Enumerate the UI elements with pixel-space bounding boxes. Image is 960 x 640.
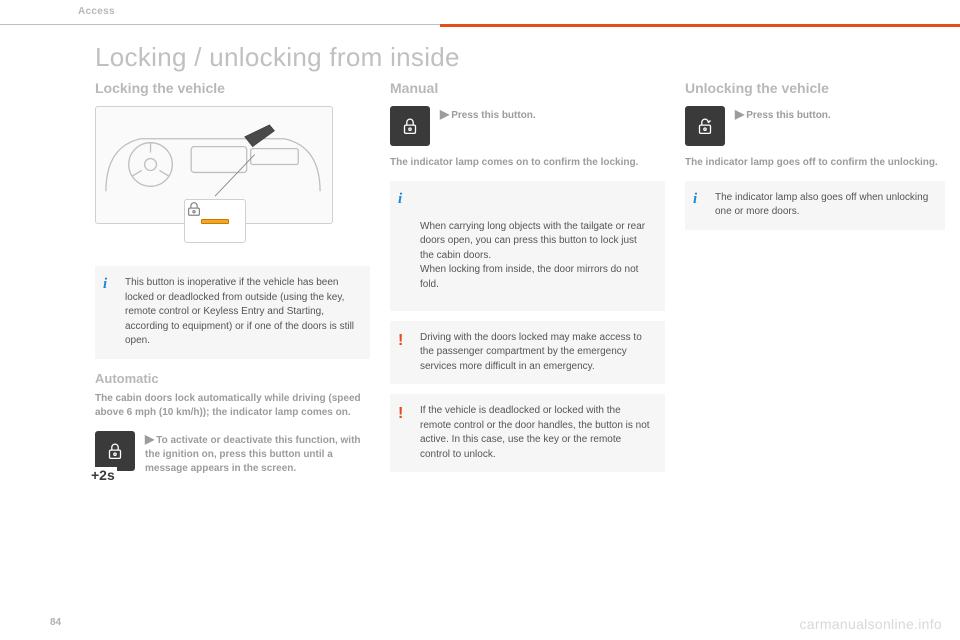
warn-text-emergency: Driving with the doors locked may make a… [420, 332, 642, 372]
manual-page: Access Locking / unlocking from inside L… [0, 0, 960, 640]
warn-box-deadlocked: ! If the vehicle is deadlocked or locked… [390, 394, 665, 472]
automatic-description: The cabin doors lock automatically while… [95, 392, 370, 421]
lock-locked-icon [104, 440, 126, 462]
lock-icon [185, 200, 203, 218]
heading-locking: Locking the vehicle [95, 80, 370, 96]
unlock-press-text: ▶Press this button. [735, 106, 945, 123]
dashboard-illustration [95, 106, 333, 224]
plus-2s-label: +2s [89, 467, 117, 483]
page-number: 84 [50, 617, 61, 628]
warning-icon: ! [398, 329, 403, 352]
bullet-arrow-icon: ▶ [145, 432, 154, 446]
manual-press-row: ▶Press this button. [390, 106, 665, 146]
lock-badge-2s: +2s [95, 431, 135, 471]
heading-unlocking: Unlocking the vehicle [685, 80, 945, 96]
info-box-long-objects: i When carrying long objects with the ta… [390, 181, 665, 311]
bullet-arrow-icon: ▶ [440, 107, 449, 121]
lock-badge-unlocked [685, 106, 725, 146]
unlock-confirm-text: The indicator lamp goes off to confirm t… [685, 156, 945, 171]
auto-toggle-row: +2s ▶To activate or deactivate this func… [95, 431, 370, 476]
unlock-press-row: ▶Press this button. [685, 106, 945, 146]
page-title: Locking / unlocking from inside [95, 42, 460, 73]
column-locking: Locking the vehicle [95, 80, 370, 486]
lock-locked-icon [399, 115, 421, 137]
header-rule-accent [440, 24, 960, 27]
lock-button-inset [184, 199, 246, 243]
warning-icon: ! [398, 402, 403, 425]
header-rule [0, 24, 960, 26]
warn-box-emergency: ! Driving with the doors locked may make… [390, 321, 665, 385]
section-label: Access [78, 6, 115, 17]
lock-badge-locked [390, 106, 430, 146]
info-icon: i [693, 189, 697, 211]
warn-text-deadlocked: If the vehicle is deadlocked or locked w… [420, 405, 650, 460]
heading-automatic: Automatic [95, 371, 370, 386]
manual-confirm-text: The indicator lamp comes on to confirm t… [390, 156, 665, 171]
info-text-lamp-off: The indicator lamp also goes off when un… [715, 192, 928, 218]
info-text-inoperative: This button is inoperative if the vehicl… [125, 277, 354, 346]
info-box-inoperative: i This button is inoperative if the vehi… [95, 266, 370, 359]
info-box-lamp-off: i The indicator lamp also goes off when … [685, 181, 945, 230]
info-icon: i [103, 274, 107, 296]
column-manual: Manual ▶Press this button. The indicator… [390, 80, 665, 482]
info-text-long-objects: When carrying long objects with the tail… [420, 221, 645, 290]
manual-press-text: ▶Press this button. [440, 106, 665, 123]
header-rule-thin [0, 24, 440, 25]
info-icon: i [398, 189, 402, 211]
column-unlocking: Unlocking the vehicle ▶Press this button… [685, 80, 945, 240]
heading-manual: Manual [390, 80, 665, 96]
watermark: carmanualsonline.info [800, 616, 943, 632]
lock-unlocked-icon [694, 115, 716, 137]
bullet-arrow-icon: ▶ [735, 107, 744, 121]
indicator-led [201, 219, 229, 224]
auto-toggle-text: ▶To activate or deactivate this function… [145, 431, 370, 476]
